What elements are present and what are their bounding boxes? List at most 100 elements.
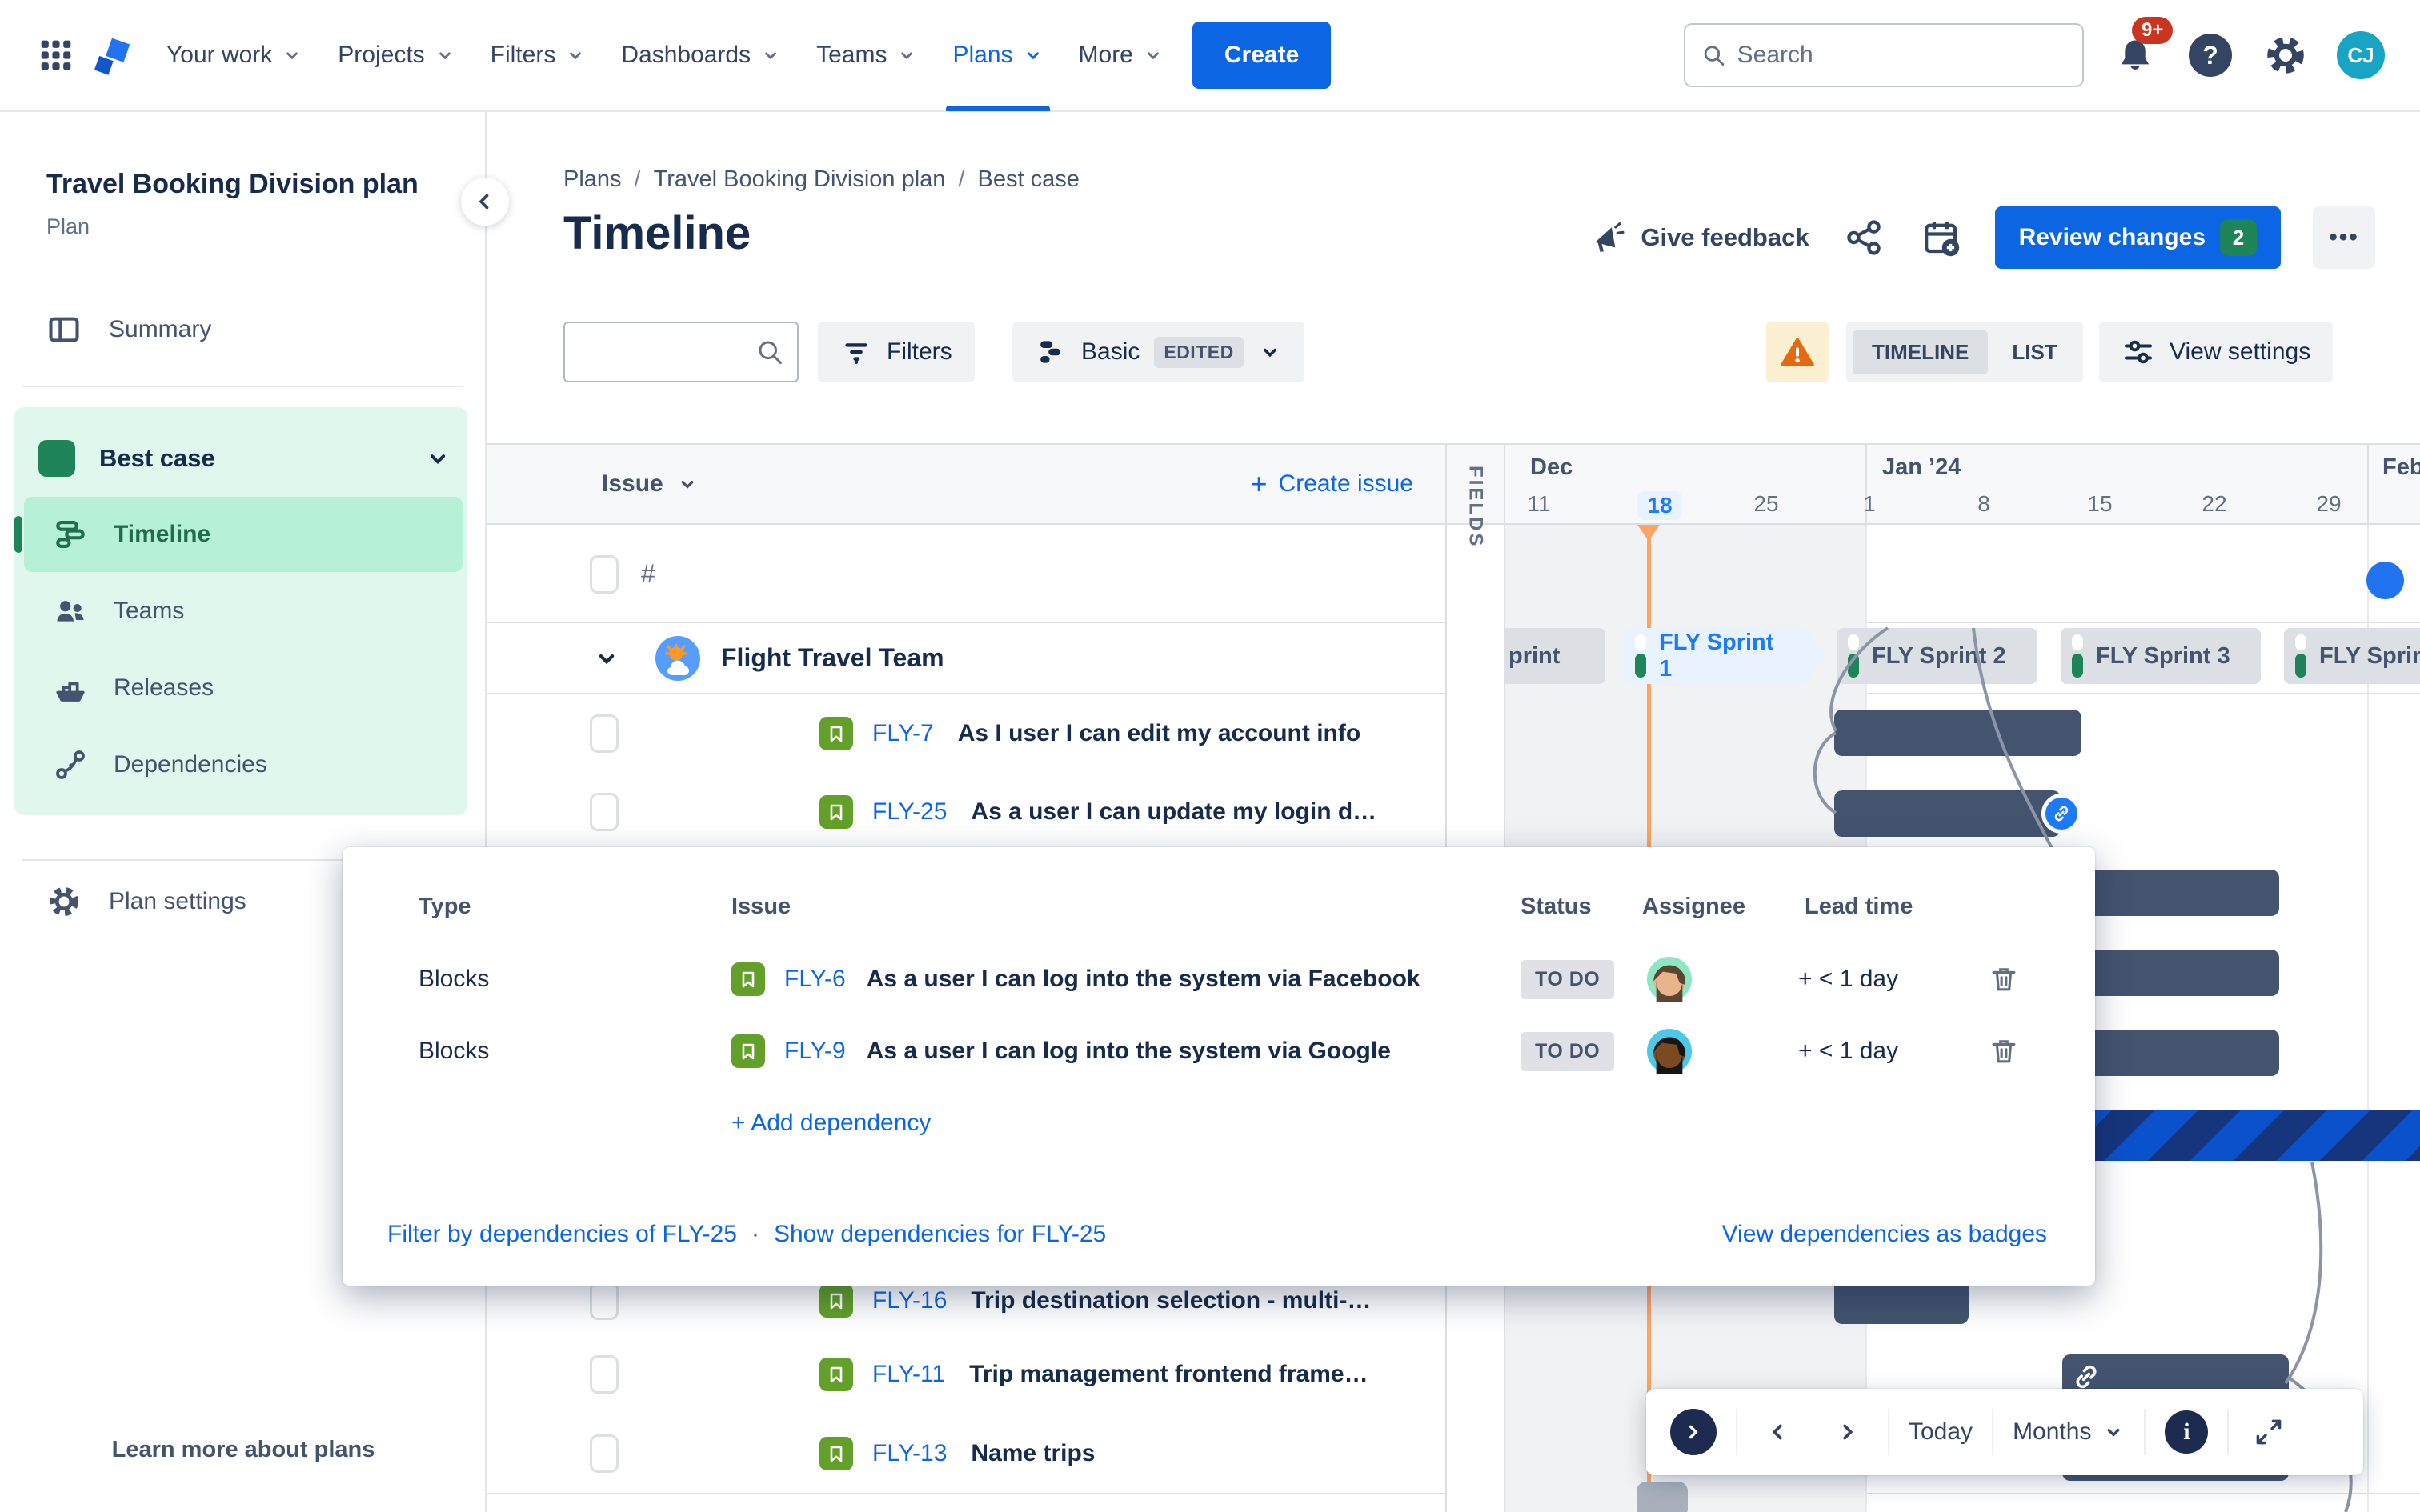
sidebar-item-summary[interactable]: Summary [46, 312, 211, 347]
nav-filters[interactable]: Filters [473, 0, 604, 111]
sprint-status-capsule [2295, 634, 2306, 678]
sidebar-item-teams[interactable]: Teams [24, 574, 463, 649]
issue-bar-fly-7[interactable] [1834, 710, 2081, 756]
issue-key[interactable]: FLY-11 [872, 1361, 946, 1387]
sprint-bar[interactable]: FLY Sprint 3 [2061, 628, 2261, 684]
user-avatar[interactable]: CJ [2337, 31, 2385, 79]
issue-key[interactable]: FLY-25 [872, 798, 948, 825]
issue-key[interactable]: FLY-13 [872, 1439, 948, 1466]
create-button[interactable]: Create [1192, 22, 1332, 89]
fields-expander[interactable]: FIELDS [1464, 466, 1487, 549]
delete-dependency-icon[interactable] [1988, 943, 2020, 1015]
nav-more[interactable]: More [1061, 0, 1181, 111]
team-name[interactable]: Flight Travel Team [721, 643, 944, 672]
nav-your-work[interactable]: Your work [149, 0, 320, 111]
learn-more-link[interactable]: Learn more about plans [111, 1437, 375, 1462]
dependency-link-badge[interactable] [2041, 794, 2081, 834]
issue-summary[interactable]: As a user I can log into the system via … [866, 966, 1420, 992]
scenario-color-icon [38, 440, 75, 477]
expand-panel-button[interactable] [1670, 1409, 1717, 1455]
assignee-avatar[interactable] [1647, 957, 1692, 1002]
sidebar-item-plan-settings[interactable]: Plan settings [46, 884, 246, 919]
issue-summary[interactable]: Trip management frontend frame… [969, 1361, 1368, 1387]
row-checkbox[interactable] [590, 1355, 619, 1394]
sidebar-item-releases[interactable]: Releases [24, 650, 463, 726]
calendar-add-icon[interactable] [1918, 215, 1963, 260]
toggle-timeline[interactable]: TIMELINE [1853, 330, 1989, 374]
table-row-team: Flight Travel Team [487, 623, 1445, 693]
milestone-dot[interactable] [2366, 562, 2404, 599]
jira-logo[interactable] [88, 31, 136, 79]
sidebar-item-timeline[interactable]: Timeline [14, 497, 463, 572]
review-changes-button[interactable]: Review changes 2 [1994, 206, 2281, 269]
sprint-bar[interactable]: FLY Sprint 2 [1837, 628, 2037, 684]
issue-summary[interactable]: Trip destination selection - multi-… [971, 1287, 1372, 1314]
issue-summary[interactable]: As a user I can log into the system via … [866, 1038, 1391, 1064]
global-search[interactable] [1684, 23, 2084, 87]
help-icon[interactable]: ? [2186, 31, 2234, 79]
sprint-bar[interactable]: print [1505, 628, 1605, 684]
issue-key[interactable]: FLY-7 [872, 719, 934, 746]
more-actions-button[interactable]: ••• [2313, 206, 2375, 269]
sprint-bar[interactable]: FLY Sprint 4 [2284, 628, 2420, 684]
plan-search-input[interactable] [565, 339, 755, 365]
team-avatar [655, 635, 700, 681]
create-issue-button[interactable]: + Create issue [1250, 467, 1413, 500]
breadcrumb-scenario[interactable]: Best case [977, 166, 1080, 192]
today-button[interactable]: Today [1909, 1418, 1973, 1445]
table-row-issue: FLY-11 Trip management frontend frame… [487, 1335, 1445, 1414]
app-switcher-icon[interactable] [32, 31, 80, 79]
filters-button[interactable]: Filters [818, 322, 975, 382]
issue-key[interactable]: FLY-6 [784, 966, 846, 992]
zoom-level-select[interactable]: Months [2013, 1418, 2092, 1445]
issue-column-header[interactable]: Issue [602, 470, 699, 498]
nav-teams[interactable]: Teams [799, 0, 935, 111]
notifications-bell-icon[interactable]: 9+ [2111, 17, 2174, 79]
sidebar-divider [22, 386, 463, 387]
issue-summary[interactable]: Name trips [971, 1439, 1096, 1466]
sprint-bar-active[interactable]: FLY Sprint 1 [1624, 628, 1824, 684]
month-gridline [2367, 525, 2369, 1512]
toggle-list[interactable]: LIST [2012, 339, 2057, 364]
plan-search-field[interactable] [563, 322, 799, 382]
global-search-input[interactable] [1737, 42, 2066, 69]
show-dependencies-link[interactable]: Show dependencies for FLY-25 [773, 1221, 1107, 1247]
assignee-avatar[interactable] [1647, 1029, 1692, 1074]
view-dependencies-as-badges-link[interactable]: View dependencies as badges [1721, 1221, 2047, 1247]
issue-summary[interactable]: As a user I can update my login d… [971, 798, 1377, 825]
issue-key[interactable]: FLY-16 [872, 1287, 948, 1314]
issue-summary[interactable]: As I user I can edit my account info [957, 719, 1361, 746]
warning-button[interactable] [1766, 322, 1829, 382]
issue-key[interactable]: FLY-9 [784, 1038, 846, 1064]
nav-projects[interactable]: Projects [320, 0, 472, 111]
give-feedback-button[interactable]: Give feedback [1589, 219, 1809, 256]
collapse-chevron-icon[interactable] [593, 645, 620, 672]
delete-dependency-icon[interactable] [1988, 1015, 2020, 1087]
view-mode-button[interactable]: Basic EDITED [1012, 322, 1304, 382]
sidebar-item-dependencies[interactable]: Dependencies [24, 727, 463, 802]
info-button[interactable]: i [2165, 1410, 2209, 1454]
sidebar-collapse-button[interactable] [461, 178, 509, 226]
filter-by-dependencies-link[interactable]: Filter by dependencies of FLY-25 [387, 1221, 737, 1247]
scroll-left-button[interactable] [1757, 1411, 1798, 1453]
row-checkbox[interactable] [590, 554, 619, 594]
add-dependency-link[interactable]: + Add dependency [731, 1110, 932, 1136]
row-checkbox[interactable] [590, 1434, 619, 1473]
nav-dashboards[interactable]: Dashboards [603, 0, 799, 111]
fullscreen-icon[interactable] [2248, 1411, 2290, 1453]
share-icon[interactable] [1841, 215, 1886, 260]
scroll-right-button[interactable] [1827, 1411, 1869, 1453]
closed-sprint-bar[interactable] [1637, 1482, 1688, 1512]
breadcrumb-plan-name[interactable]: Travel Booking Division plan [653, 166, 946, 192]
row-checkbox[interactable] [590, 714, 619, 753]
link-icon [2076, 1365, 2097, 1389]
row-checkbox[interactable] [590, 1282, 619, 1320]
view-settings-button[interactable]: View settings [2099, 322, 2334, 382]
scenario-best-case[interactable]: Best case [38, 425, 451, 492]
breadcrumb-plans[interactable]: Plans [563, 166, 622, 192]
settings-gear-icon[interactable] [2262, 31, 2310, 79]
row-checkbox[interactable] [590, 793, 619, 831]
issue-bar-fly-25[interactable] [1834, 790, 2061, 837]
nav-plans[interactable]: Plans [935, 0, 1060, 111]
